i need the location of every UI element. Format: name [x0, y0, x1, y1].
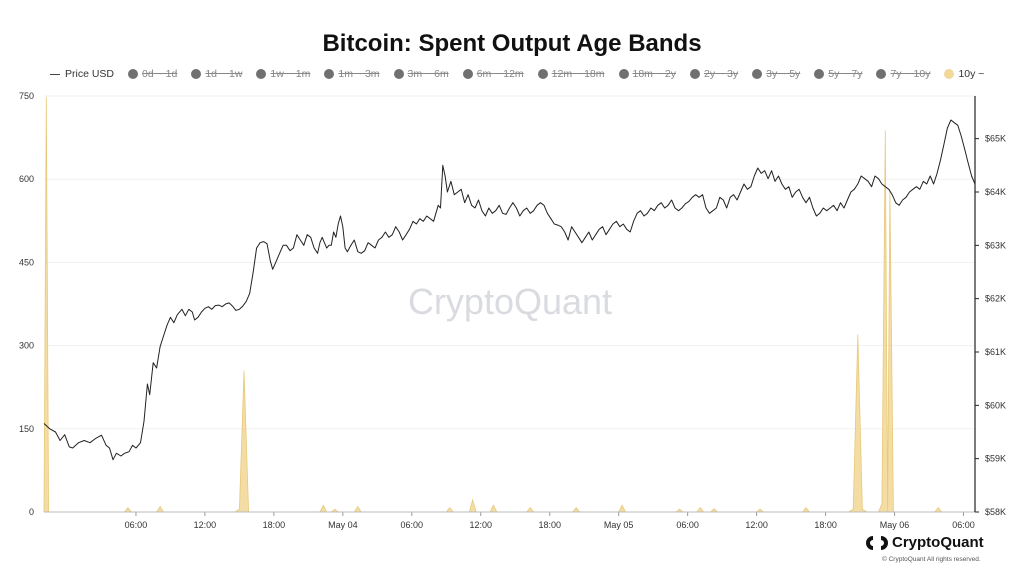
- brand-logo: CryptoQuant: [866, 534, 984, 551]
- x-tick-label: 06:00: [401, 520, 424, 530]
- x-tick-label: 18:00: [814, 520, 837, 530]
- legend-dot-icon: [191, 69, 202, 79]
- legend-label: 12m ~ 18m: [551, 68, 605, 80]
- legend-item[interactable]: 1w ~ 1m: [256, 68, 310, 80]
- y-left-tick-label: 450: [19, 257, 34, 267]
- x-tick-label: 06:00: [952, 520, 975, 530]
- legend-dot-icon: [752, 69, 763, 79]
- cryptoquant-logo-icon: [866, 535, 888, 550]
- legend: Price USD 0d ~ 1d 1d ~ 1w 1w ~ 1m 1m ~ 3m 3m …: [50, 66, 998, 82]
- x-tick-label: 06:00: [676, 520, 699, 530]
- legend-item[interactable]: 2y ~ 3y: [689, 68, 739, 80]
- legend-item[interactable]: 3y ~ 5y: [752, 68, 800, 80]
- y-left-tick-label: 750: [19, 91, 34, 101]
- legend-label: 18m ~ 2y: [632, 68, 676, 80]
- y-right-tick-label: $60K: [985, 400, 1006, 410]
- legend-item[interactable]: 5y ~ 7y: [814, 68, 862, 80]
- x-tick-label: 18:00: [538, 520, 561, 530]
- legend-label: 1w ~ 1m: [270, 68, 311, 80]
- legend-dot-icon: [618, 69, 629, 79]
- legend-dot-icon: [256, 69, 267, 79]
- x-tick-label: May 05: [604, 520, 634, 530]
- legend-label: 5y ~ 7y: [828, 68, 863, 80]
- legend-item[interactable]: 7y ~ 10y: [876, 68, 930, 80]
- legend-item[interactable]: Price USD: [50, 68, 114, 80]
- legend-dot-icon: [462, 69, 473, 79]
- y-right-tick-label: $59K: [985, 454, 1006, 464]
- copyright-text: © CryptoQuant All rights reserved.: [882, 556, 981, 563]
- legend-item[interactable]: 10y ~: [944, 68, 984, 80]
- y-left-tick-label: 150: [19, 424, 34, 434]
- y-right-tick-label: $65K: [985, 134, 1006, 144]
- legend-label: 7y ~ 10y: [890, 68, 931, 80]
- watermark-text: CryptoQuant: [408, 281, 612, 322]
- legend-item[interactable]: 1m ~ 3m: [324, 68, 380, 80]
- legend-label: 1d ~ 1w: [205, 68, 243, 80]
- y-right-tick-label: $63K: [985, 240, 1006, 250]
- legend-label: 1m ~ 3m: [338, 68, 380, 80]
- x-tick-label: 12:00: [194, 520, 217, 530]
- chart-title: Bitcoin: Spent Output Age Bands: [322, 30, 702, 57]
- line-series-layer: [43, 119, 976, 461]
- y-right-tick-label: $58K: [985, 507, 1006, 517]
- legend-label: 2y ~ 3y: [703, 68, 739, 80]
- axes: [44, 96, 979, 516]
- legend-line-icon: [50, 73, 60, 75]
- x-tick-label: 12:00: [745, 520, 768, 530]
- legend-dot-icon: [876, 69, 887, 79]
- legend-label: 3y ~ 5y: [766, 68, 801, 80]
- legend-dot-icon: [393, 69, 404, 79]
- x-tick-label: May 04: [328, 520, 358, 530]
- x-tick-label: 06:00: [125, 520, 148, 530]
- legend-dot-icon: [944, 69, 955, 79]
- y-right-tick-label: $62K: [985, 294, 1006, 304]
- y-left-tick-label: 600: [19, 174, 34, 184]
- tick-labels: 0 150 300 450 600 750 $58K $59K $60K $61K $62K $63K…: [19, 91, 1006, 530]
- legend-label: 6m ~ 12m: [476, 68, 524, 80]
- legend-label: 3m ~ 6m: [407, 68, 449, 80]
- y-right-tick-label: $61K: [985, 347, 1006, 357]
- legend-label: 10y ~: [958, 68, 985, 80]
- y-left-tick-label: 300: [19, 341, 34, 351]
- y-left-tick-label: 0: [29, 507, 34, 517]
- legend-dot-icon: [814, 69, 825, 79]
- x-tick-label: May 06: [880, 520, 910, 530]
- legend-dot-icon: [324, 69, 335, 79]
- legend-dot-icon: [689, 69, 700, 79]
- legend-item[interactable]: 12m ~ 18m: [537, 68, 605, 80]
- legend-item[interactable]: 0d ~ 1d: [128, 68, 177, 80]
- legend-item[interactable]: 6m ~ 12m: [462, 68, 524, 80]
- legend-dot-icon: [128, 69, 139, 79]
- legend-item[interactable]: 18m ~ 2y: [618, 68, 676, 80]
- x-tick-label: 12:00: [469, 520, 492, 530]
- series-line-price-usd: [43, 119, 976, 461]
- legend-dot-icon: [537, 69, 548, 79]
- legend-item[interactable]: 1d ~ 1w: [191, 68, 242, 80]
- brand-name: CryptoQuant: [892, 534, 984, 551]
- legend-label: Price USD: [65, 68, 115, 80]
- x-tick-label: 18:00: [263, 520, 286, 530]
- legend-label: 0d ~ 1d: [142, 68, 178, 80]
- y-right-tick-label: $64K: [985, 187, 1006, 197]
- legend-item[interactable]: 3m ~ 6m: [393, 68, 449, 80]
